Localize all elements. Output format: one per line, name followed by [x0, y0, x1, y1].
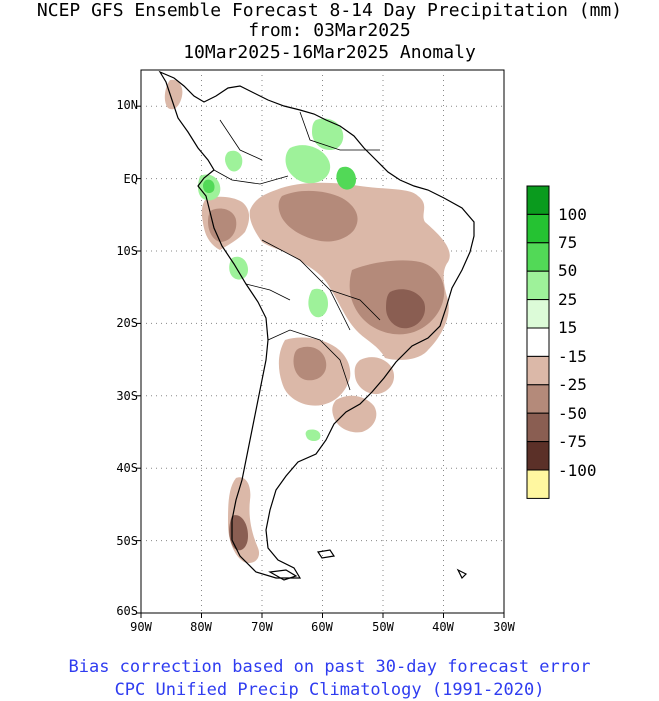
south-america-coastline	[158, 70, 475, 579]
lon-label-40w: 40W	[432, 620, 454, 634]
lon-label-30w: 30W	[493, 620, 515, 634]
dry-region-southeast	[354, 357, 395, 395]
dry-region-colombia	[164, 79, 183, 110]
dry-region-bolivia	[293, 346, 327, 381]
dry-region-chile-south	[229, 515, 248, 551]
dry-region-andes-mid	[208, 208, 237, 242]
lat-label-40s: 40S	[116, 461, 138, 475]
lat-label-eq: EQ	[123, 172, 138, 186]
legend-swatch	[526, 441, 550, 471]
lat-label-10s: 10S	[116, 244, 138, 258]
wet-region-paraguay	[308, 288, 328, 318]
dry-region-uruguay	[332, 395, 377, 433]
color-legend	[526, 185, 550, 499]
wet-region-amapa	[336, 166, 356, 190]
wet-region-guianas	[285, 145, 331, 184]
dry-region-amazon-core	[278, 190, 358, 242]
legend-swatch	[526, 299, 550, 329]
lon-label-80w: 80W	[190, 620, 212, 634]
legend-swatch	[526, 355, 550, 386]
legend-label-m50: -50	[558, 404, 587, 423]
wet-region-argentina	[305, 429, 321, 441]
legend-label-15: 15	[558, 318, 578, 337]
legend-swatch	[526, 270, 550, 301]
legend-swatch	[526, 384, 550, 414]
map-title: NCEP GFS Ensemble Forecast 8-14 Day Prec…	[36, 0, 623, 21]
legend-label-75: 75	[558, 233, 578, 252]
legend-swatch	[526, 185, 550, 215]
legend-label-m75: -75	[558, 432, 587, 451]
lon-label-60w: 60W	[311, 620, 333, 634]
country-borders	[213, 111, 381, 391]
legend-swatch	[526, 327, 550, 357]
footer-climatology-note: CPC Unified Precip Climatology (1991-202…	[114, 680, 545, 700]
map-subtitle-period: 10Mar2025-16Mar2025 Anomaly	[183, 42, 476, 63]
lat-label-50s: 50S	[116, 534, 138, 548]
legend-swatch	[526, 469, 550, 499]
wet-region-ecuador-core	[202, 179, 215, 193]
legend-label-100: 100	[558, 205, 587, 224]
lat-label-60s: 60S	[116, 604, 138, 618]
legend-label-50: 50	[558, 261, 578, 280]
wet-region-colombia	[225, 150, 243, 172]
coastlines	[158, 70, 475, 581]
lon-label-70w: 70W	[251, 620, 273, 634]
map-subtitle-date: from: 03Mar2025	[248, 20, 411, 41]
legend-label-25: 25	[558, 290, 578, 309]
wet-region-venezuela	[312, 118, 344, 150]
axis-ticks	[136, 105, 505, 618]
legend-swatch	[526, 412, 550, 443]
lat-label-10n: 10N	[116, 98, 138, 112]
dry-region-brazil-core	[386, 289, 426, 329]
footer-bias-note: Bias correction based on past 30-day for…	[68, 657, 591, 677]
tierra-del-fuego	[268, 549, 468, 581]
lon-label-50w: 50W	[372, 620, 394, 634]
wet-region-peru	[229, 256, 248, 280]
legend-swatch	[526, 242, 550, 272]
legend-swatch	[526, 213, 550, 244]
legend-label-m15: -15	[558, 347, 587, 366]
lat-label-20s: 20S	[116, 316, 138, 330]
lon-label-90w: 90W	[130, 620, 152, 634]
lat-label-30s: 30S	[116, 389, 138, 403]
legend-label-m25: -25	[558, 375, 587, 394]
legend-label-m100: -100	[558, 461, 597, 480]
